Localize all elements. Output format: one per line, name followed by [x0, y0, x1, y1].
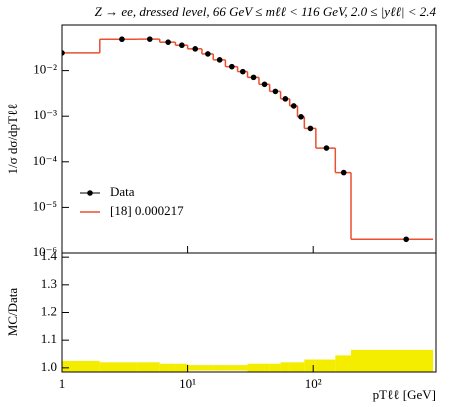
ratio-band	[351, 349, 434, 372]
ratio-band	[225, 365, 238, 371]
y-tick-label: 10⁻³	[33, 107, 57, 122]
ratio-band	[297, 362, 305, 372]
y-tick-label: 10⁻²	[33, 62, 57, 77]
data-point	[290, 103, 297, 109]
ratio-band	[201, 365, 214, 371]
ratio-band	[137, 362, 160, 372]
data-point	[165, 39, 171, 45]
data-point	[62, 50, 65, 56]
ratio-band	[289, 362, 298, 372]
x-tick-label: 10²	[305, 376, 322, 391]
ratio-band	[99, 362, 138, 372]
y-axis-label: 1/σ dσ/dpTℓℓ	[5, 104, 20, 175]
data-point	[179, 42, 185, 49]
ratio-band	[247, 363, 259, 372]
ratio-band	[175, 363, 188, 372]
ratio-band	[258, 363, 270, 372]
main-plot-group	[62, 36, 434, 243]
ratio-y-tick-label: 1.2	[41, 303, 57, 318]
main-frame	[61, 24, 437, 254]
data-point	[282, 96, 289, 102]
ratio-y-tick-label: 1.0	[41, 359, 57, 374]
ratio-y-tick-label: 1.1	[41, 331, 57, 346]
data-point	[272, 88, 279, 95]
ratio-y-tick-label: 1.4	[41, 248, 58, 263]
x-tick-label: 10¹	[179, 376, 196, 391]
x-axis-label: pTℓℓ [GeV]	[373, 387, 436, 402]
chart-title: Z → ee, dressed level, 66 GeV ≤ mℓℓ < 11…	[95, 4, 437, 19]
ratio-y-tick-label: 1.3	[41, 276, 57, 291]
data-point	[403, 236, 409, 243]
ratio-band	[280, 362, 290, 372]
data-point	[307, 125, 314, 132]
data-point	[239, 68, 246, 75]
data-point	[146, 36, 153, 42]
ratio-band	[187, 365, 202, 371]
ratio-band	[159, 363, 176, 372]
ratio-y-axis-label: MC/Data	[5, 288, 20, 337]
data-point	[261, 81, 268, 88]
legend-data-marker	[87, 190, 93, 196]
x-tick-label: 1	[59, 376, 66, 391]
data-point	[298, 114, 304, 120]
ratio-band	[304, 359, 316, 372]
y-tick-label: 10⁻⁵	[33, 198, 57, 213]
ratio-band	[315, 359, 336, 372]
legend-label: Data	[110, 184, 135, 199]
y-tick-label: 10⁻⁶	[33, 244, 57, 259]
data-point	[119, 36, 125, 43]
ratio-band	[335, 355, 352, 372]
y-tick-label: 10⁻⁴	[33, 153, 58, 168]
ratio-band	[237, 365, 248, 371]
legend-label: [18] 0.000217	[110, 203, 184, 218]
ratio-band	[269, 363, 281, 372]
data-point	[205, 51, 211, 57]
data-point	[229, 63, 235, 70]
data-point	[192, 46, 199, 52]
data-point	[323, 145, 330, 151]
ratio-band-group	[62, 349, 434, 372]
data-point	[216, 57, 223, 63]
data-point	[340, 169, 347, 176]
data-point	[250, 74, 257, 81]
ratio-band	[213, 365, 226, 371]
ratio-band	[62, 360, 100, 372]
